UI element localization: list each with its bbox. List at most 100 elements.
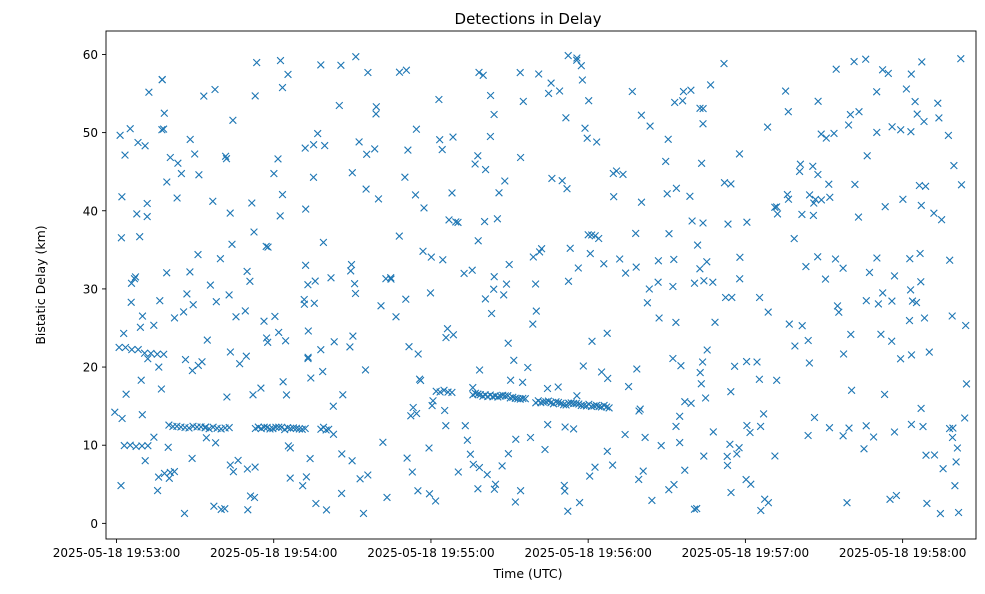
detection-marker (379, 438, 387, 447)
detection-marker (159, 350, 168, 359)
detection-marker (566, 244, 574, 253)
detection-marker (306, 454, 314, 463)
detection-marker (160, 469, 169, 478)
detection-marker (117, 481, 125, 490)
detection-marker (874, 300, 883, 308)
detection-marker (579, 362, 588, 370)
detection-marker (474, 152, 482, 160)
detection-marker (278, 83, 287, 92)
detection-marker (839, 264, 847, 272)
detection-marker (301, 205, 310, 213)
detection-marker (445, 216, 453, 224)
detection-marker (475, 366, 484, 374)
detection-marker (672, 184, 681, 193)
detection-marker (468, 266, 476, 274)
detection-marker (203, 336, 212, 344)
detection-marker (348, 168, 357, 177)
detection-marker (510, 356, 518, 365)
detection-marker (907, 351, 916, 359)
detection-marker (860, 445, 868, 453)
detection-marker (469, 460, 478, 469)
detection-marker (696, 368, 704, 377)
detection-marker (270, 169, 278, 178)
detection-marker (419, 247, 427, 256)
y-tick-label: 30 (83, 282, 98, 296)
detection-marker (283, 423, 292, 432)
detection-marker (289, 424, 298, 432)
detection-marker (699, 104, 707, 113)
detection-marker (679, 87, 688, 96)
y-tick-label: 20 (83, 361, 98, 375)
detection-marker (888, 123, 896, 131)
detection-marker (755, 375, 764, 384)
detection-marker (783, 190, 792, 199)
detection-marker (298, 481, 307, 490)
detection-marker (153, 486, 162, 495)
detection-marker (180, 509, 189, 518)
detection-marker (917, 278, 925, 286)
detection-marker (873, 128, 881, 137)
detection-marker (681, 397, 689, 406)
detection-marker (134, 138, 142, 147)
detection-marker (401, 173, 409, 181)
detection-marker (802, 262, 810, 271)
detection-marker (166, 153, 175, 162)
detection-marker (435, 135, 444, 144)
detection-marker (439, 256, 447, 264)
x-tick-label: 2025-05-18 19:58:00 (839, 546, 966, 560)
detection-marker (202, 434, 211, 442)
detection-marker (490, 110, 498, 119)
detection-marker (427, 253, 436, 261)
detection-marker (735, 150, 744, 158)
detection-marker (825, 423, 834, 432)
detection-marker (502, 280, 511, 288)
detection-marker (597, 368, 606, 376)
detection-marker (322, 506, 331, 514)
detection-marker (140, 349, 149, 357)
detection-marker (690, 279, 699, 287)
detection-marker (699, 219, 707, 227)
detection-marker (474, 485, 482, 493)
detection-marker (736, 253, 744, 262)
detection-marker (260, 423, 268, 431)
detection-marker (121, 151, 129, 159)
detection-marker (628, 87, 637, 96)
detection-marker (850, 57, 858, 66)
detection-marker (936, 509, 945, 518)
detection-marker (442, 421, 450, 430)
detection-marker (832, 65, 840, 73)
detection-marker (690, 505, 699, 513)
detection-marker (687, 86, 695, 94)
detection-marker (206, 281, 215, 289)
detection-marker (490, 272, 498, 281)
detection-marker (917, 201, 926, 210)
detection-marker (846, 110, 855, 119)
detection-marker (844, 121, 853, 129)
detection-marker (372, 110, 380, 118)
detection-marker (165, 421, 173, 429)
detection-marker (911, 97, 919, 106)
detection-marker (742, 475, 750, 484)
detection-marker (311, 277, 319, 285)
y-axis-ticks: 0 10 20 30 40 50 60 (83, 48, 106, 531)
detection-marker (688, 217, 696, 225)
detection-marker (772, 376, 781, 385)
detection-marker (672, 422, 680, 431)
detection-marker (147, 349, 155, 358)
detection-marker (186, 135, 194, 144)
detection-marker (703, 258, 711, 266)
detection-marker (757, 506, 765, 515)
detection-marker (138, 410, 147, 419)
detection-marker (141, 142, 149, 150)
detection-marker (163, 178, 171, 186)
detection-marker (257, 384, 265, 392)
y-tick-label: 0 (90, 517, 98, 531)
detection-marker (174, 159, 182, 167)
detection-marker (264, 243, 272, 251)
detection-marker (449, 133, 457, 141)
detection-marker (945, 256, 954, 264)
detection-marker (404, 146, 412, 154)
detection-marker (504, 339, 512, 347)
detection-marker (201, 423, 210, 431)
detection-marker (804, 336, 812, 345)
